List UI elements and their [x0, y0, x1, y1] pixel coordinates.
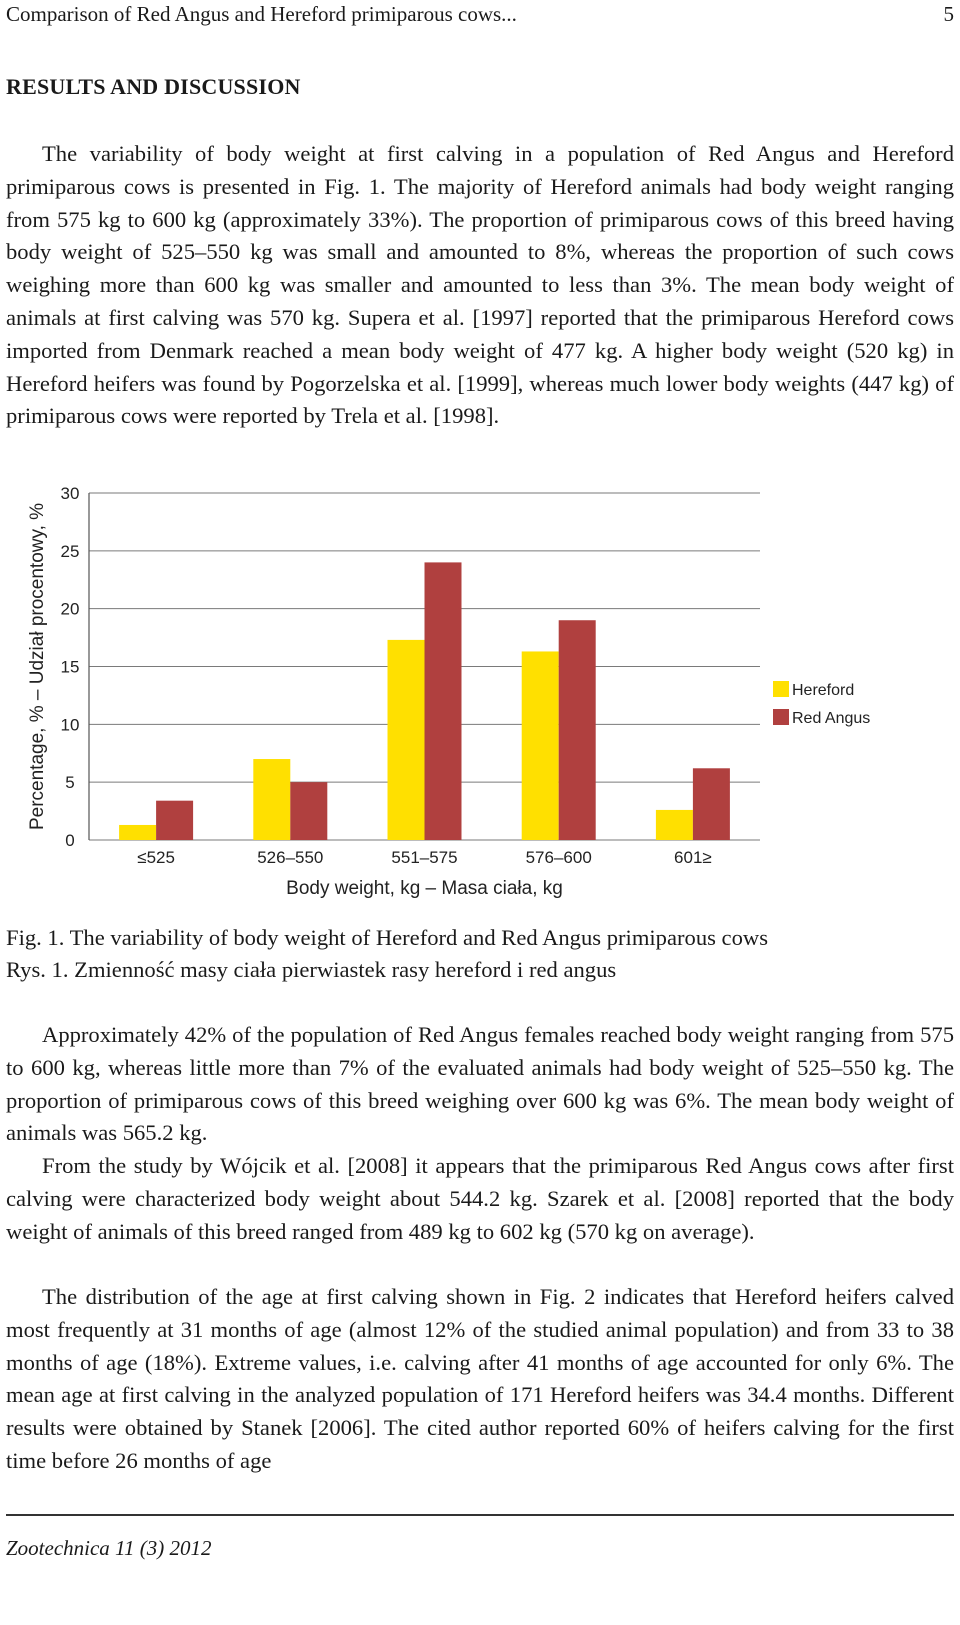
bar-hereford	[119, 824, 157, 840]
bar-hereford	[655, 809, 693, 840]
legend-label: Hereford	[792, 682, 854, 699]
bar-red-angus	[290, 782, 328, 840]
bar-hereford	[521, 651, 559, 840]
paragraph-4-text: The distribution of the age at first cal…	[6, 1284, 954, 1473]
bar-red-angus	[692, 768, 730, 840]
bar-red-angus	[558, 620, 596, 840]
figure-caption-en: Fig. 1. The variability of body weight o…	[6, 925, 768, 950]
journal-footer: Zootechnica 11 (3) 2012	[6, 1536, 212, 1560]
y-tick-label: 5	[65, 773, 74, 792]
section-heading: RESULTS AND DISCUSSION	[6, 74, 301, 99]
body-weight-chart: 0 5 10 15 20 25 30 ≤525 526–550 551–575 576–600 601…	[27, 484, 870, 899]
footer-rule	[6, 1514, 954, 1516]
legend-swatch	[773, 709, 789, 725]
paragraph-3: From the study by Wójcik et al. [2008] i…	[6, 1150, 954, 1248]
paragraph-2-text: Approximately 42% of the population of R…	[6, 1022, 954, 1146]
paragraph-1: The variability of body weight at first …	[6, 138, 954, 433]
legend-swatch	[773, 681, 789, 697]
y-tick-label: 10	[61, 715, 80, 734]
bar-red-angus	[424, 562, 462, 840]
paragraph-3-text: From the study by Wójcik et al. [2008] i…	[6, 1153, 954, 1244]
x-tick-label: ≤525	[137, 848, 175, 867]
figure-caption-pl: Rys. 1. Zmienność masy ciała pierwiastek…	[6, 957, 617, 982]
bar-hereford	[387, 639, 425, 840]
y-tick-label: 20	[61, 600, 80, 619]
paragraph-1-text: The variability of body weight at first …	[6, 141, 954, 429]
y-tick-label: 30	[61, 484, 80, 503]
x-axis-title: Body weight, kg – Masa ciała, kg	[286, 878, 563, 899]
running-title: Comparison of Red Angus and Hereford pri…	[6, 2, 517, 26]
bar-red-angus	[156, 800, 194, 840]
y-tick-label: 25	[61, 542, 80, 561]
running-header: Comparison of Red Angus and Hereford pri…	[6, 2, 954, 32]
paragraph-4: The distribution of the age at first cal…	[6, 1281, 954, 1478]
y-axis-title: Percentage, % – Udział procentowy, %	[27, 503, 48, 830]
paragraph-2: Approximately 42% of the population of R…	[6, 1019, 954, 1150]
x-tick-label: 551–575	[391, 848, 457, 867]
x-tick-label: 601≥	[674, 848, 712, 867]
y-tick-label: 15	[61, 658, 80, 677]
bar-hereford	[253, 759, 291, 840]
legend-label: Red Angus	[792, 710, 870, 727]
page-number: 5	[943, 2, 955, 26]
y-tick-label: 0	[65, 831, 74, 850]
x-tick-label: 526–550	[257, 848, 323, 867]
x-tick-label: 576–600	[526, 848, 592, 867]
